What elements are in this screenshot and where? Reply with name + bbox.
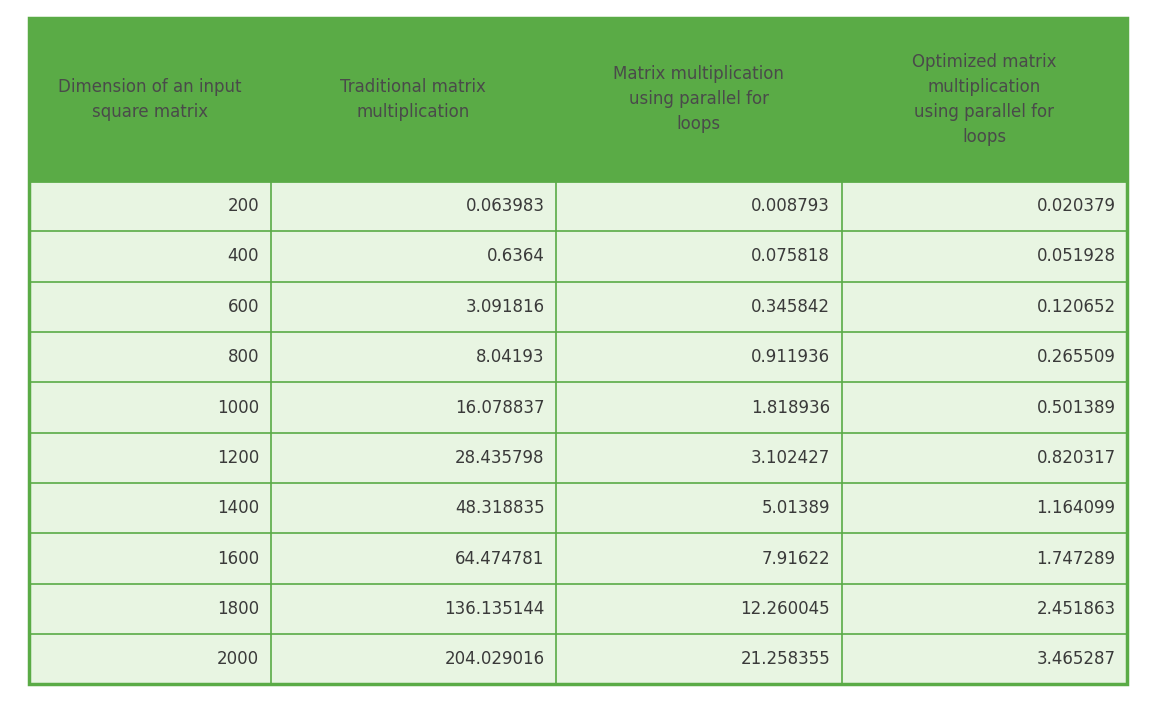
Text: 64.474781: 64.474781 bbox=[455, 550, 544, 568]
Bar bbox=[29, 18, 1127, 181]
Text: Traditional matrix
multiplication: Traditional matrix multiplication bbox=[340, 78, 487, 121]
Text: 1600: 1600 bbox=[217, 550, 259, 568]
Text: 7.91622: 7.91622 bbox=[762, 550, 830, 568]
Text: 0.051928: 0.051928 bbox=[1037, 248, 1116, 265]
Bar bbox=[29, 231, 1127, 282]
Text: 2000: 2000 bbox=[217, 650, 259, 668]
Text: 0.911936: 0.911936 bbox=[751, 348, 830, 366]
Text: 1200: 1200 bbox=[216, 449, 259, 467]
Bar bbox=[29, 282, 1127, 332]
Text: 0.008793: 0.008793 bbox=[751, 197, 830, 215]
Bar bbox=[29, 584, 1127, 634]
Text: 0.063983: 0.063983 bbox=[466, 197, 544, 215]
Text: 28.435798: 28.435798 bbox=[455, 449, 544, 467]
Text: 800: 800 bbox=[228, 348, 259, 366]
Bar bbox=[29, 383, 1127, 432]
Text: 0.6364: 0.6364 bbox=[487, 248, 544, 265]
Bar bbox=[29, 534, 1127, 584]
Text: 136.135144: 136.135144 bbox=[444, 600, 544, 618]
Text: 48.318835: 48.318835 bbox=[454, 499, 544, 517]
Text: 0.265509: 0.265509 bbox=[1037, 348, 1116, 366]
Text: 8.04193: 8.04193 bbox=[476, 348, 544, 366]
Bar bbox=[29, 483, 1127, 534]
Text: Dimension of an input
square matrix: Dimension of an input square matrix bbox=[58, 78, 242, 121]
Text: 3.091816: 3.091816 bbox=[466, 298, 544, 316]
Text: 1.818936: 1.818936 bbox=[751, 399, 830, 416]
Text: 0.820317: 0.820317 bbox=[1037, 449, 1116, 467]
Text: Optimized matrix
multiplication
using parallel for
loops: Optimized matrix multiplication using pa… bbox=[912, 53, 1057, 146]
Text: 1400: 1400 bbox=[217, 499, 259, 517]
Text: 0.120652: 0.120652 bbox=[1037, 298, 1116, 316]
Text: 204.029016: 204.029016 bbox=[444, 650, 544, 668]
Text: 400: 400 bbox=[228, 248, 259, 265]
Text: 0.345842: 0.345842 bbox=[751, 298, 830, 316]
Bar bbox=[29, 181, 1127, 231]
Text: 200: 200 bbox=[228, 197, 259, 215]
Text: 3.465287: 3.465287 bbox=[1037, 650, 1116, 668]
Text: Matrix multiplication
using parallel for
loops: Matrix multiplication using parallel for… bbox=[614, 65, 784, 133]
Text: 16.078837: 16.078837 bbox=[455, 399, 544, 416]
Text: 0.020379: 0.020379 bbox=[1037, 197, 1116, 215]
Text: 600: 600 bbox=[228, 298, 259, 316]
Text: 1000: 1000 bbox=[217, 399, 259, 416]
Bar bbox=[29, 634, 1127, 684]
Text: 1.747289: 1.747289 bbox=[1037, 550, 1116, 568]
Text: 2.451863: 2.451863 bbox=[1037, 600, 1116, 618]
Bar bbox=[29, 332, 1127, 383]
Text: 0.075818: 0.075818 bbox=[751, 248, 830, 265]
Text: 21.258355: 21.258355 bbox=[740, 650, 830, 668]
Text: 12.260045: 12.260045 bbox=[740, 600, 830, 618]
Text: 1800: 1800 bbox=[217, 600, 259, 618]
Text: 5.01389: 5.01389 bbox=[762, 499, 830, 517]
Text: 0.501389: 0.501389 bbox=[1037, 399, 1116, 416]
Text: 1.164099: 1.164099 bbox=[1037, 499, 1116, 517]
Bar bbox=[29, 432, 1127, 483]
Text: 3.102427: 3.102427 bbox=[750, 449, 830, 467]
